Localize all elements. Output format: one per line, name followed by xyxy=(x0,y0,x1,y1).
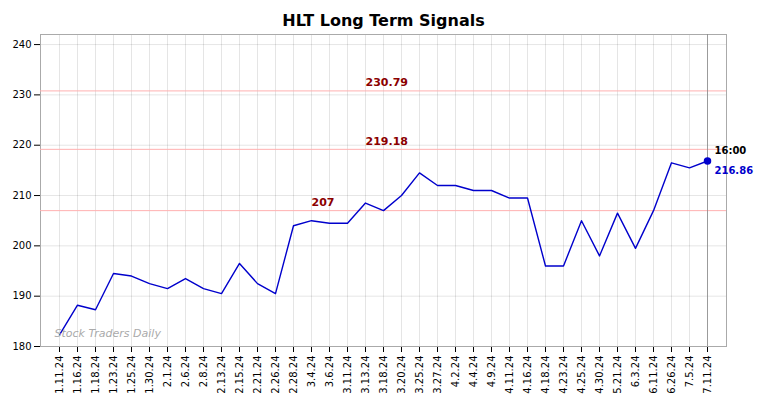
svg-text:3.25.24: 3.25.24 xyxy=(414,356,425,394)
svg-text:3.13.24: 3.13.24 xyxy=(360,356,371,394)
svg-text:2.26.24: 2.26.24 xyxy=(270,356,281,394)
svg-text:2.6.24: 2.6.24 xyxy=(180,356,191,388)
svg-text:1.23.24: 1.23.24 xyxy=(108,356,119,394)
svg-text:Stock Traders Daily: Stock Traders Daily xyxy=(55,327,162,340)
svg-text:4.16.24: 4.16.24 xyxy=(522,356,533,394)
svg-text:3.6.24: 3.6.24 xyxy=(324,356,335,388)
svg-text:4.4.24: 4.4.24 xyxy=(468,356,479,388)
svg-text:216.86: 216.86 xyxy=(715,165,754,176)
svg-text:4.2.24: 4.2.24 xyxy=(450,356,461,388)
svg-text:180: 180 xyxy=(12,341,31,352)
svg-text:3.27.24: 3.27.24 xyxy=(432,356,443,394)
svg-text:1.25.24: 1.25.24 xyxy=(126,356,137,394)
svg-text:4.9.24: 4.9.24 xyxy=(486,356,497,388)
svg-text:220: 220 xyxy=(12,139,31,150)
svg-text:6.11.24: 6.11.24 xyxy=(648,356,659,394)
svg-text:4.18.24: 4.18.24 xyxy=(540,356,551,394)
svg-text:HLT Long Term Signals: HLT Long Term Signals xyxy=(282,11,484,30)
svg-text:3.11.24: 3.11.24 xyxy=(342,356,353,394)
svg-text:6.26.24: 6.26.24 xyxy=(666,356,677,394)
svg-text:2.21.24: 2.21.24 xyxy=(252,356,263,394)
svg-text:210: 210 xyxy=(12,190,31,201)
svg-text:3.18.24: 3.18.24 xyxy=(378,356,389,394)
svg-text:190: 190 xyxy=(12,290,31,301)
svg-text:7.5.24: 7.5.24 xyxy=(684,356,695,388)
svg-text:2.13.24: 2.13.24 xyxy=(216,356,227,394)
svg-text:16:00: 16:00 xyxy=(715,145,747,156)
svg-text:4.23.24: 4.23.24 xyxy=(558,356,569,394)
svg-text:3.20.24: 3.20.24 xyxy=(396,356,407,394)
svg-text:4.11.24: 4.11.24 xyxy=(504,356,515,394)
svg-text:4.30.24: 4.30.24 xyxy=(594,356,605,394)
svg-text:3.4.24: 3.4.24 xyxy=(306,356,317,388)
svg-text:1.30.24: 1.30.24 xyxy=(144,356,155,394)
svg-text:240: 240 xyxy=(12,39,31,50)
svg-text:200: 200 xyxy=(12,240,31,251)
svg-text:219.18: 219.18 xyxy=(366,135,408,148)
svg-text:4.25.24: 4.25.24 xyxy=(576,356,587,394)
svg-text:6.3.24: 6.3.24 xyxy=(630,356,641,388)
svg-text:2.15.24: 2.15.24 xyxy=(234,356,245,394)
svg-text:1.16.24: 1.16.24 xyxy=(72,356,83,394)
svg-text:2.1.24: 2.1.24 xyxy=(162,356,173,388)
svg-text:7.11.24: 7.11.24 xyxy=(702,356,713,394)
svg-text:2.8.24: 2.8.24 xyxy=(198,356,209,388)
svg-text:5.21.24: 5.21.24 xyxy=(612,356,623,394)
svg-text:230.79: 230.79 xyxy=(366,76,408,89)
svg-text:1.18.24: 1.18.24 xyxy=(90,356,101,394)
svg-text:230: 230 xyxy=(12,89,31,100)
svg-text:2.28.24: 2.28.24 xyxy=(288,356,299,394)
svg-text:1.11.24: 1.11.24 xyxy=(54,356,65,394)
svg-text:207: 207 xyxy=(312,196,335,209)
